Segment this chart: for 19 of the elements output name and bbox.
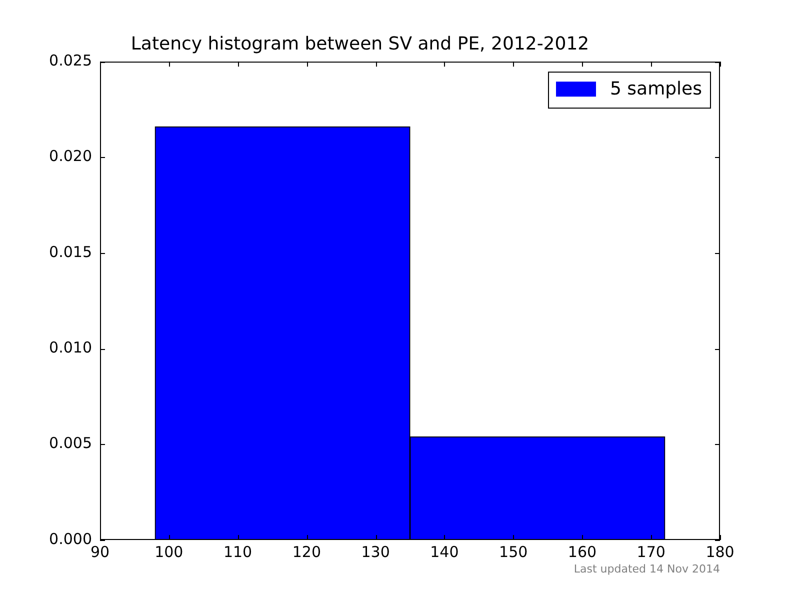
x-tick-label: 130 bbox=[361, 542, 390, 561]
x-tick-label: 170 bbox=[636, 542, 666, 561]
text: Last updated 14 Nov 2014 bbox=[574, 562, 720, 576]
y-tick-label: 0.025 bbox=[49, 51, 92, 70]
x-tick-label: 100 bbox=[154, 542, 184, 561]
y-tick-label: 0.020 bbox=[49, 147, 92, 166]
x-tick-label: 150 bbox=[499, 542, 528, 561]
x-tick-label: 110 bbox=[223, 542, 252, 561]
x-tick-label: 140 bbox=[430, 542, 459, 561]
y-tick-label: 0.005 bbox=[49, 434, 92, 452]
x-tick-label: 160 bbox=[568, 542, 597, 561]
y-tick-label: 0.015 bbox=[49, 242, 92, 261]
y-tick-label: 0.000 bbox=[49, 530, 92, 548]
x-tick-label: 180 bbox=[706, 542, 734, 561]
x-tick-label: 120 bbox=[292, 542, 321, 561]
legend-label: 5 samples bbox=[610, 78, 702, 100]
chart-title: Latency histogram between SV and PE, 2012-2012 bbox=[130, 33, 590, 54]
y-tick-label: 0.010 bbox=[49, 338, 92, 357]
x-tick-label: 90 bbox=[90, 542, 110, 561]
